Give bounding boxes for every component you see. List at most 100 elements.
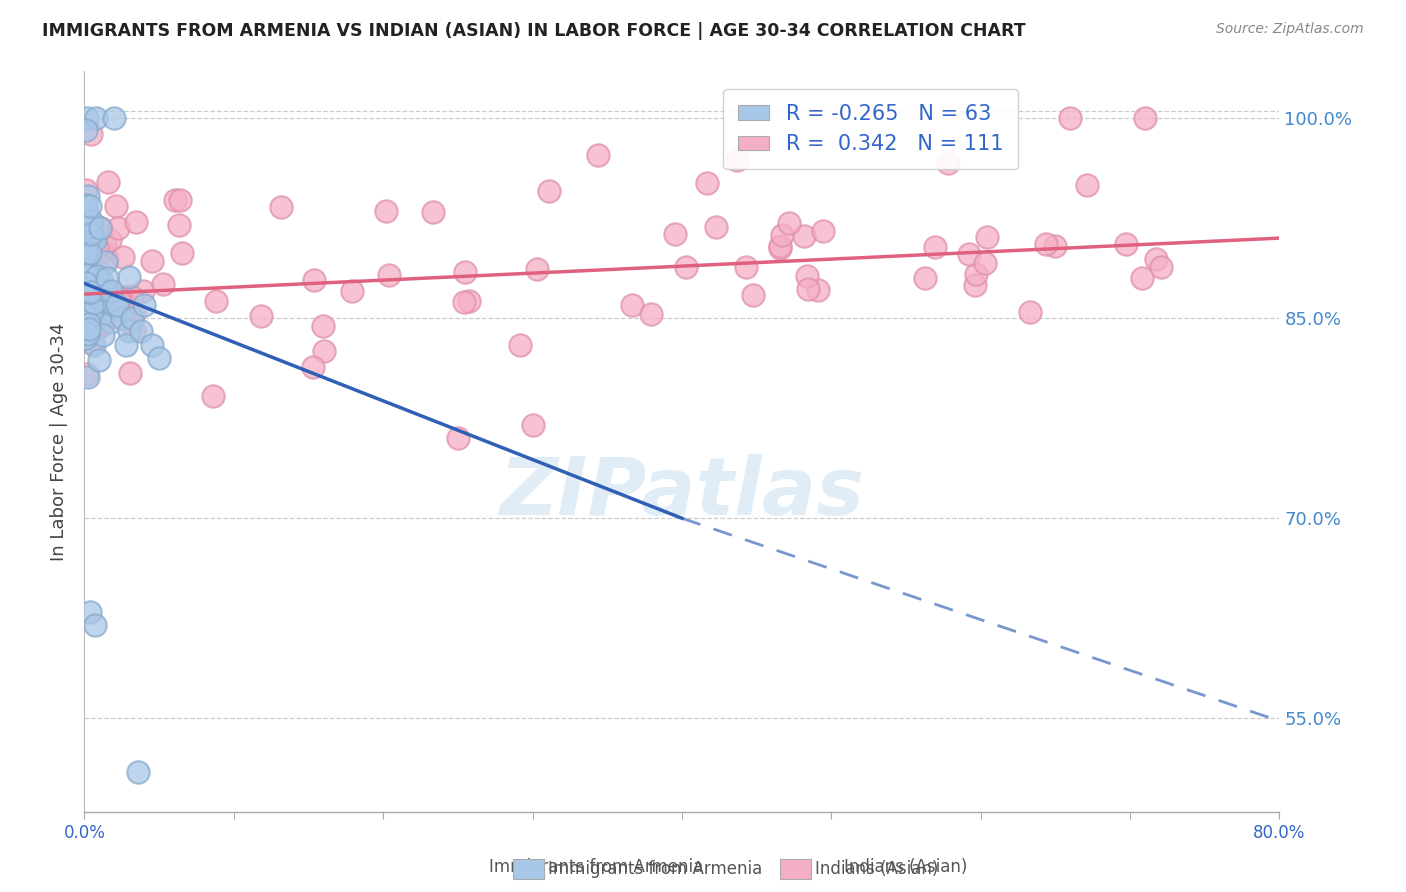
Point — [796, 269, 818, 284]
Point — [90, 318, 112, 332]
Point — [538, 184, 561, 198]
Point — [87, 352, 110, 367]
Point — [963, 278, 986, 293]
Point — [79, 605, 101, 619]
Point — [77, 317, 100, 331]
Point — [76, 370, 98, 384]
Point — [115, 338, 138, 352]
Point — [108, 292, 131, 306]
Text: Immigrants from Armenia: Immigrants from Armenia — [548, 860, 762, 878]
Point — [105, 292, 128, 306]
Point — [87, 271, 110, 285]
Point — [447, 431, 470, 445]
Point — [793, 228, 815, 243]
Point — [735, 260, 758, 275]
Point — [83, 337, 105, 351]
Point — [94, 236, 117, 251]
Point — [80, 214, 103, 228]
Point — [84, 234, 107, 248]
Point — [664, 227, 686, 241]
Point — [89, 221, 111, 235]
Point — [77, 322, 100, 336]
Point — [75, 252, 97, 266]
Point — [75, 253, 97, 268]
Point — [75, 198, 97, 212]
Point — [1133, 111, 1156, 125]
Point — [588, 147, 610, 161]
Point — [152, 277, 174, 291]
Point — [725, 153, 748, 168]
Point — [141, 338, 163, 352]
Point — [86, 268, 108, 283]
Point — [111, 250, 134, 264]
Point — [121, 311, 143, 326]
Point — [163, 194, 186, 208]
Point — [127, 764, 149, 779]
Point — [77, 327, 100, 342]
Point — [103, 304, 125, 318]
Point — [965, 268, 987, 282]
Point — [696, 176, 718, 190]
Point — [90, 293, 112, 307]
Point — [312, 318, 335, 333]
Point — [957, 246, 980, 260]
Legend: R = -0.265   N = 63, R =  0.342   N = 111: R = -0.265 N = 63, R = 0.342 N = 111 — [724, 89, 1018, 169]
Point — [770, 227, 793, 242]
Point — [526, 262, 548, 277]
Point — [79, 283, 101, 297]
Point — [75, 221, 97, 235]
Y-axis label: In Labor Force | Age 30-34: In Labor Force | Age 30-34 — [49, 322, 67, 561]
Point — [80, 227, 103, 241]
Point — [79, 245, 101, 260]
Point — [76, 111, 98, 125]
Point — [141, 253, 163, 268]
Point — [91, 316, 114, 330]
Point — [378, 268, 401, 282]
Point — [125, 215, 148, 229]
Point — [270, 200, 292, 214]
Point — [250, 309, 273, 323]
Point — [77, 318, 100, 332]
Point — [82, 216, 104, 230]
Point — [807, 283, 830, 297]
Point — [90, 221, 112, 235]
Point — [304, 273, 326, 287]
Point — [79, 199, 101, 213]
Point — [813, 224, 835, 238]
Point — [422, 204, 444, 219]
Point — [75, 326, 97, 340]
Point — [86, 241, 108, 255]
Point — [97, 175, 120, 189]
Point — [75, 268, 97, 282]
Point — [75, 246, 97, 260]
Point — [91, 315, 114, 329]
Point — [1144, 252, 1167, 267]
Point — [640, 307, 662, 321]
Point — [75, 122, 97, 136]
Point — [103, 298, 125, 312]
Point — [301, 359, 323, 374]
Point — [312, 343, 335, 358]
Point — [769, 241, 792, 255]
Point — [132, 298, 156, 312]
Point — [80, 128, 103, 142]
Point — [79, 301, 101, 315]
Point — [77, 188, 100, 202]
Point — [76, 206, 98, 220]
Point — [108, 293, 131, 307]
Point — [148, 351, 170, 366]
Point — [84, 289, 107, 303]
Point — [94, 255, 117, 269]
Point — [96, 251, 118, 265]
Point — [973, 256, 995, 270]
Point — [118, 367, 141, 381]
Point — [522, 417, 544, 432]
Point — [76, 367, 98, 381]
Point — [79, 319, 101, 334]
Point — [778, 216, 800, 230]
Point — [77, 277, 100, 291]
Point — [374, 204, 396, 219]
Point — [83, 618, 105, 632]
Point — [91, 327, 114, 342]
Point — [1035, 237, 1057, 252]
